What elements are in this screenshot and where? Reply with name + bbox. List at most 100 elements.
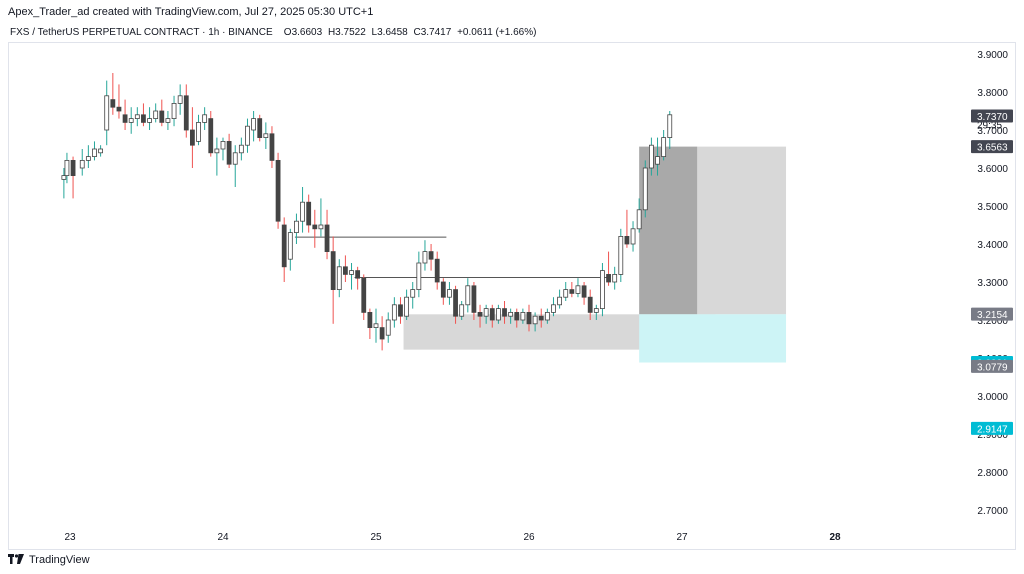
candle-up xyxy=(61,168,67,199)
time-axis-label: 23 xyxy=(64,532,76,543)
candle-body xyxy=(177,95,183,104)
zones-layer xyxy=(403,146,787,363)
candle-body xyxy=(618,235,624,275)
tradingview-footer[interactable]: TradingView xyxy=(8,553,90,567)
symbol-legend: FXS / TetherUS PERPETUAL CONTRACT · 1h ·… xyxy=(10,27,536,38)
candle-body xyxy=(520,311,526,321)
candle-up xyxy=(79,149,85,176)
candle-up xyxy=(593,304,599,320)
candle-down xyxy=(312,209,318,248)
candle-down xyxy=(110,73,116,115)
candle-body xyxy=(269,133,275,161)
candle-up xyxy=(612,266,618,290)
candle-body xyxy=(600,270,605,310)
candle-body xyxy=(453,289,458,317)
price-axis-label: 3.2000 xyxy=(977,316,1008,327)
candle-up xyxy=(551,297,556,317)
candle-down xyxy=(361,274,367,320)
candle-body xyxy=(336,266,342,290)
candle-up xyxy=(422,240,428,271)
candle-up xyxy=(318,198,324,237)
candle-up xyxy=(649,137,654,176)
candle-down xyxy=(141,103,146,127)
candle-down xyxy=(514,308,520,328)
candle-up xyxy=(349,263,354,290)
candle-body xyxy=(355,270,361,279)
candle-up xyxy=(251,111,257,142)
candle-body xyxy=(294,220,299,233)
candle-body xyxy=(361,277,367,313)
candle-down xyxy=(281,217,287,282)
candle-body xyxy=(636,209,642,230)
time-axis-label: 28 xyxy=(829,532,841,543)
candle-body xyxy=(251,118,257,131)
candle-up xyxy=(128,107,134,134)
symbol-title[interactable]: FXS / TetherUS PERPETUAL CONTRACT · 1h ·… xyxy=(10,27,273,38)
candle-body xyxy=(630,228,636,245)
candle-body xyxy=(569,289,575,294)
low-label: L xyxy=(371,27,378,38)
candle-body xyxy=(514,311,520,321)
candle-down xyxy=(275,152,281,229)
time-axis-label: 24 xyxy=(217,532,229,543)
candle-up xyxy=(373,308,379,343)
price-tag-bg xyxy=(971,421,1013,435)
candle-body xyxy=(434,258,440,283)
candle-body xyxy=(300,201,305,222)
chart-credit: Apex_Trader_ad created with TradingView.… xyxy=(8,6,374,18)
levels-layer xyxy=(294,236,609,278)
candle-up xyxy=(655,137,660,176)
candle-body xyxy=(661,137,667,158)
price-tag: 3.0779 xyxy=(971,359,1013,373)
candle-body xyxy=(667,114,673,139)
price-tag: 3.2154 xyxy=(971,307,1013,321)
candle-up xyxy=(232,145,238,187)
candle-body xyxy=(373,323,379,328)
candle-up xyxy=(177,84,183,115)
candle-down xyxy=(324,209,330,260)
open-label: O xyxy=(283,27,292,38)
candle-body xyxy=(575,285,581,294)
high-value: 3.7522 xyxy=(335,27,366,38)
candle-body xyxy=(398,304,403,317)
zone-box-dark xyxy=(639,146,698,315)
candle-body xyxy=(202,114,208,123)
candle-body xyxy=(226,140,232,165)
candle-body xyxy=(85,156,91,161)
price-axis-label: 3.3000 xyxy=(977,278,1008,289)
candle-down xyxy=(226,133,232,168)
candle-down xyxy=(159,99,165,127)
candle-up xyxy=(104,80,110,146)
tradingview-logo-icon xyxy=(8,553,24,567)
candle-up xyxy=(557,289,562,309)
candle-body xyxy=(544,311,550,321)
candle-body xyxy=(330,251,336,291)
candle-up xyxy=(618,228,624,282)
candle-down xyxy=(342,255,348,282)
low-value: 3.6458 xyxy=(377,27,408,38)
candles-layer xyxy=(61,73,673,351)
candle-body xyxy=(245,125,250,146)
close-label: C xyxy=(413,27,421,38)
candle-body xyxy=(281,224,287,268)
zone-box-grey xyxy=(697,146,787,315)
chart-area[interactable] xyxy=(8,42,1016,550)
candle-body xyxy=(92,148,97,157)
candle-up xyxy=(202,107,208,130)
candle-up xyxy=(544,308,550,324)
candle-body xyxy=(263,133,269,139)
candle-down xyxy=(502,301,507,324)
candle-body xyxy=(489,308,495,321)
candle-body xyxy=(153,110,159,119)
candle-up xyxy=(630,221,636,252)
price-tag: 3.7370 xyxy=(971,109,1013,123)
candle-up xyxy=(134,107,140,127)
candle-down xyxy=(477,304,483,328)
candle-body xyxy=(159,110,165,123)
candle-down xyxy=(208,111,214,157)
candle-up xyxy=(238,137,244,161)
price-axis-label: 2.9000 xyxy=(977,430,1008,441)
candle-body xyxy=(606,273,611,283)
candle-body xyxy=(391,304,397,321)
